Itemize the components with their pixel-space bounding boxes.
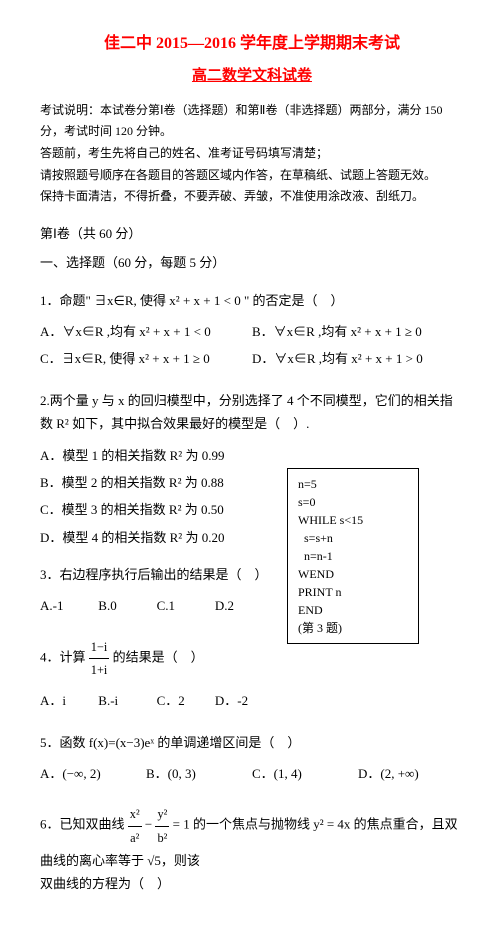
q5-optC: C．(1, 4) — [252, 762, 358, 785]
code-line: END — [298, 601, 408, 619]
q4-suffix: 的结果是（ ） — [113, 650, 204, 665]
q6-frac1-den: a² — [128, 827, 142, 849]
q3-optC: C.1 — [157, 594, 215, 617]
q1-optC: C．∃x∈R, 使得 x² + x + 1 ≥ 0 — [40, 347, 252, 370]
q4-prefix: 4．计算 — [40, 650, 86, 665]
q5-optA: A．(−∞, 2) — [40, 762, 146, 785]
q6-eqrhs: = 1 — [173, 817, 190, 832]
q5-options: A．(−∞, 2) B．(0, 3) C．(1, 4) D．(2, +∞) — [40, 762, 464, 789]
q5-optD: D．(2, +∞) — [358, 762, 464, 785]
q2-stem: 2.两个量 y 与 x 的回归模型中，分别选择了 4 个不同模型，它们的相关指数… — [40, 389, 464, 436]
q1-optA: A．∀x∈R ,均有 x² + x + 1 < 0 — [40, 320, 252, 343]
q4-optA: A．i — [40, 689, 98, 712]
title-sub: 高二数学文科试卷 — [40, 63, 464, 90]
q3-optD: D.2 — [215, 594, 273, 617]
q2-q3-container: n=5 s=0 WHILE s<15 s=s+n n=n-1 WEND PRIN… — [40, 444, 464, 717]
code-line: PRINT n — [298, 583, 408, 601]
q3-optB: B.0 — [98, 594, 156, 617]
title-main: 佳二中 2015—2016 学年度上学期期末考试 — [40, 30, 464, 59]
q6-frac2-den: b² — [155, 827, 169, 849]
code-line: n=5 — [298, 475, 408, 493]
q1-optD: D．∀x∈R ,均有 x² + x + 1 > 0 — [252, 347, 464, 370]
code-box: n=5 s=0 WHILE s<15 s=s+n n=n-1 WEND PRIN… — [287, 468, 419, 644]
instr-line: 答题前，考生先将自己的姓名、准考证号码填写清楚； — [40, 143, 464, 165]
q4-fraction: 1−i 1+i — [89, 636, 110, 681]
code-caption: (第 3 题) — [298, 619, 408, 637]
q6-frac2: y² b² — [155, 803, 169, 848]
instructions-block: 考试说明：本试卷分第Ⅰ卷（选择题）和第Ⅱ卷（非选择题）两部分，满分 150 分，… — [40, 100, 464, 208]
code-line: WHILE s<15 — [298, 511, 408, 529]
q5-stem: 5．函数 f(x)=(x−3)eˣ 的单调递增区间是（ ） — [40, 731, 464, 754]
q1-optB: B．∀x∈R ,均有 x² + x + 1 ≥ 0 — [252, 320, 464, 343]
q6-frac1: x² a² — [128, 803, 142, 848]
code-line: WEND — [298, 565, 408, 583]
section1-subtitle: 一、选择题（60 分，每题 5 分） — [40, 251, 464, 274]
q4-optC: C．2 — [157, 689, 215, 712]
q1-stem: 1．命题" ∃x∈R, 使得 x² + x + 1 < 0 " 的否定是（ ） — [40, 289, 464, 312]
q3-options: A.-1 B.0 C.1 D.2 — [40, 594, 273, 621]
instr-line: 保持卡面清洁，不得折叠，不要弄破、弄皱，不准使用涂改液、刮纸刀。 — [40, 186, 464, 208]
code-line: n=n-1 — [298, 547, 408, 565]
section1-label: 第Ⅰ卷（共 60 分） — [40, 222, 464, 245]
q4-num: 1−i — [89, 636, 110, 659]
q6-suffix: 双曲线的方程为（ ） — [40, 872, 464, 895]
q6-stem: 6．已知双曲线 x² a² − y² b² = 1 的一个焦点与抛物线 y² =… — [40, 803, 464, 895]
instr-line: 请按照题号顺序在各题目的答题区域内作答，在草稿纸、试题上答题无效。 — [40, 165, 464, 187]
q4-optD: D．-2 — [215, 689, 273, 712]
q3-optA: A.-1 — [40, 594, 98, 617]
q4-optB: B.-i — [98, 689, 156, 712]
code-line: s=0 — [298, 493, 408, 511]
q1-options: A．∀x∈R ,均有 x² + x + 1 < 0 B．∀x∈R ,均有 x² … — [40, 320, 464, 375]
code-line: s=s+n — [298, 529, 408, 547]
minus-sign: − — [145, 817, 156, 832]
q6-frac2-num: y² — [155, 803, 169, 826]
q2-optA: A．模型 1 的相关指数 R² 为 0.99 — [40, 444, 464, 467]
q6-prefix: 6．已知双曲线 — [40, 817, 125, 832]
q6-frac1-num: x² — [128, 803, 142, 826]
instr-line: 考试说明：本试卷分第Ⅰ卷（选择题）和第Ⅱ卷（非选择题）两部分，满分 150 分，… — [40, 100, 464, 143]
q4-den: 1+i — [89, 659, 110, 681]
q5-optB: B．(0, 3) — [146, 762, 252, 785]
